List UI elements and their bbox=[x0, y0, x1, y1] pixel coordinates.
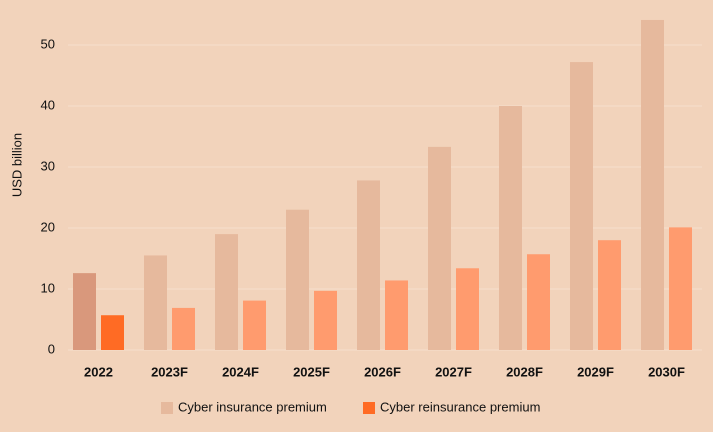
legend-label: Cyber insurance premium bbox=[178, 399, 327, 414]
bar bbox=[314, 290, 337, 350]
bar bbox=[570, 62, 593, 351]
y-tick-label: 40 bbox=[41, 97, 55, 112]
bar bbox=[385, 280, 408, 350]
y-tick-label: 10 bbox=[41, 280, 55, 295]
bar bbox=[357, 180, 380, 350]
legend-swatch bbox=[161, 402, 173, 414]
bar bbox=[101, 315, 124, 350]
x-tick-label: 2028F bbox=[506, 364, 543, 379]
x-tick-label: 2029F bbox=[577, 364, 614, 379]
bar bbox=[499, 106, 522, 350]
y-tick-label: 0 bbox=[48, 341, 55, 356]
y-tick-label: 30 bbox=[41, 158, 55, 173]
x-tick-label: 2027F bbox=[435, 364, 472, 379]
bar bbox=[215, 234, 238, 350]
bar bbox=[598, 240, 621, 350]
x-tick-label: 2025F bbox=[293, 364, 330, 379]
x-tick-label: 2026F bbox=[364, 364, 401, 379]
x-tick-label: 2030F bbox=[648, 364, 685, 379]
x-tick-label: 2023F bbox=[151, 364, 188, 379]
bar bbox=[428, 146, 451, 350]
x-tick-label: 2024F bbox=[222, 364, 259, 379]
bar bbox=[456, 268, 479, 350]
bar bbox=[73, 273, 96, 350]
legend-swatch bbox=[363, 402, 375, 414]
legend-label: Cyber reinsurance premium bbox=[380, 399, 540, 414]
bar bbox=[144, 255, 167, 350]
bar bbox=[669, 227, 692, 350]
x-tick-label: 2022 bbox=[84, 364, 113, 379]
y-tick-label: 50 bbox=[41, 36, 55, 51]
y-tick-label: 20 bbox=[41, 219, 55, 234]
y-axis-label: USD billion bbox=[9, 133, 24, 197]
bar bbox=[527, 254, 550, 350]
bar bbox=[172, 307, 195, 350]
bar bbox=[243, 300, 266, 350]
bar bbox=[641, 19, 664, 351]
bar bbox=[286, 209, 309, 350]
